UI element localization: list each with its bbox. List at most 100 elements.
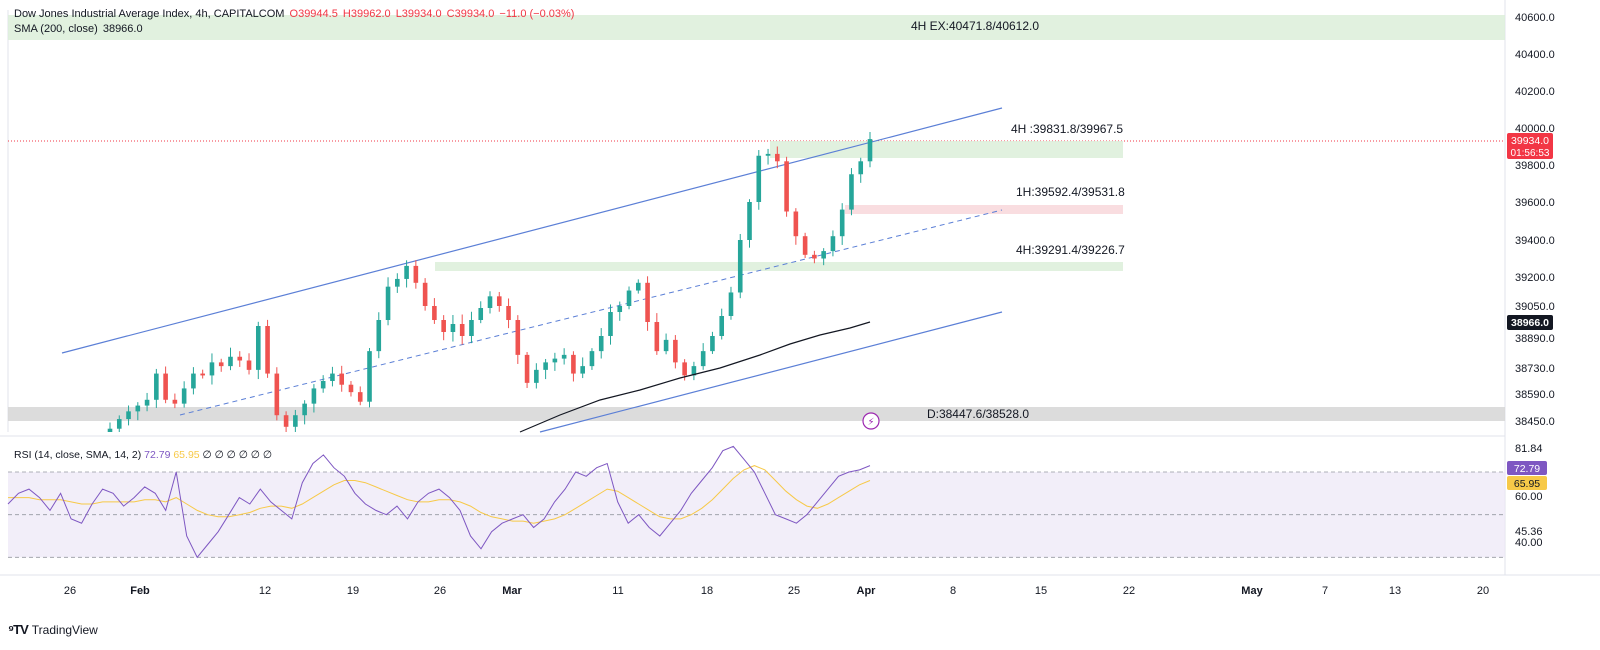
last-price-badge-value: 39934.0 — [1511, 135, 1549, 147]
zones: ⚡ — [8, 15, 1505, 430]
candle-body — [154, 373, 159, 400]
rsi-badge — [1507, 461, 1547, 475]
time-tick-label: 7 — [1322, 585, 1328, 597]
price-tick-label: 40400.0 — [1515, 49, 1555, 61]
channel-upper-line — [61, 107, 1003, 354]
zone-4h-ex — [8, 15, 1505, 40]
candle-body — [775, 153, 780, 162]
countdown-badge-value: 01:56:53 — [1511, 148, 1550, 159]
candle-body — [274, 373, 280, 416]
rsi-value: 72.79 — [144, 449, 171, 461]
candle-body — [126, 411, 131, 420]
candle-body — [320, 381, 326, 389]
zone-label-4h-mid: 4H:39291.4/39226.7 — [1016, 243, 1125, 257]
rsi-badge-value: 72.79 — [1514, 463, 1540, 475]
candle-body — [747, 202, 752, 240]
price-tick-label: 38450.0 — [1515, 416, 1555, 428]
candle-body — [543, 362, 548, 370]
symbol-title: Dow Jones Industrial Average Index, 4h, … — [14, 8, 285, 20]
time-tick-label: 15 — [1035, 585, 1047, 597]
time-tick-label: Mar — [502, 585, 522, 597]
candle-body — [478, 308, 484, 320]
rsi-ma-line — [8, 465, 871, 524]
rsi-tick-label: 60.00 — [1515, 491, 1543, 503]
candle-body — [200, 373, 205, 376]
candle-body — [255, 326, 261, 370]
symbol-legend[interactable]: Dow Jones Industrial Average Index, 4h, … — [14, 8, 576, 20]
candle-body — [700, 351, 706, 367]
channel-lower-line — [539, 311, 1003, 433]
sma-legend[interactable]: SMA (200, close) 38966.0 — [14, 23, 145, 35]
candle-body — [376, 320, 382, 352]
candle-body — [691, 366, 697, 376]
rsi-ma-value: 65.95 — [173, 449, 200, 461]
candle-body — [348, 384, 354, 393]
rsi-legend[interactable]: RSI (14, close, SMA, 14, 2) 72.79 65.95 … — [14, 449, 272, 461]
zone-label-4h-top: 4H :39831.8/39967.5 — [1011, 122, 1123, 136]
lightning-icon: ⚡ — [867, 417, 874, 428]
candle-body — [645, 282, 650, 322]
sma-line — [519, 321, 871, 433]
time-tick-label: 19 — [347, 585, 359, 597]
axis-labels: 40600.0 40400.0 40200.0 40000.0 39800.0 39600… — [64, 12, 1555, 597]
candle-body — [663, 339, 669, 352]
candle-body — [598, 336, 604, 352]
candle-body — [432, 306, 437, 320]
tradingview-brand: TradingView — [31, 622, 98, 637]
candle-body — [793, 211, 799, 237]
candle-body — [506, 306, 511, 320]
sma-label: SMA (200, close) — [14, 23, 98, 35]
time-tick-label: 11 — [612, 585, 623, 597]
candle-body — [450, 324, 456, 332]
candle-body — [395, 278, 400, 287]
candle-body — [756, 155, 762, 202]
time-tick-label: Apr — [857, 585, 877, 597]
candle-body — [608, 312, 613, 336]
candle-body — [867, 139, 873, 162]
candle-body — [617, 306, 623, 312]
zone-4h-mid — [435, 262, 1123, 271]
candle-body — [228, 356, 233, 367]
candle-body — [830, 236, 836, 252]
rsi-ma-badge — [1507, 476, 1547, 490]
candle-body — [404, 265, 409, 279]
zone-labels: 4H EX:40471.8/40612.0 4H :39831.8/39967.5… — [911, 19, 1125, 421]
ohlc-close: C39934.0 — [446, 8, 495, 20]
candle-body — [496, 296, 502, 306]
price-tick-label: 40600.0 — [1515, 12, 1555, 24]
last-price-badge — [1507, 133, 1553, 159]
candle-body — [144, 399, 150, 406]
rsi-tick-label: 40.00 — [1515, 537, 1543, 549]
candle-body — [654, 322, 660, 352]
candle-body — [107, 428, 113, 432]
candle-body — [719, 316, 725, 336]
candle-body — [812, 254, 817, 259]
zone-label-daily: D:38447.6/38528.0 — [927, 407, 1029, 421]
candle-body — [682, 362, 687, 376]
candle-body — [116, 419, 122, 429]
candle-body — [635, 282, 641, 291]
ohlc-change: −11.0 (−0.03%) — [499, 8, 575, 20]
sma-price-badge — [1507, 315, 1553, 330]
candle-body — [858, 161, 864, 175]
channel-lines[interactable] — [61, 107, 1003, 433]
candle-body — [367, 351, 372, 402]
zone-4h-top — [770, 141, 1123, 158]
price-tick-label: 39200.0 — [1515, 272, 1555, 284]
rsi-tick-label: 81.84 — [1515, 443, 1543, 455]
candle-body — [413, 265, 419, 283]
tradingview-logo[interactable]: ⁹TV TradingView — [8, 622, 98, 637]
candle-body — [330, 373, 335, 381]
price-tick-label: 39050.0 — [1515, 301, 1555, 313]
ohlc-low: L39934.0 — [395, 8, 442, 20]
price-badges: 39934.001:56:53 38966.0 72.79 65.95 — [1507, 133, 1553, 490]
price-tick-label: 39400.0 — [1515, 235, 1555, 247]
candle-body — [218, 362, 224, 367]
time-tick-label: Feb — [130, 585, 150, 597]
time-tick-label: 18 — [701, 585, 713, 597]
candle-body — [626, 290, 632, 306]
candle-body — [237, 356, 243, 361]
time-tick-label: 8 — [950, 585, 956, 597]
